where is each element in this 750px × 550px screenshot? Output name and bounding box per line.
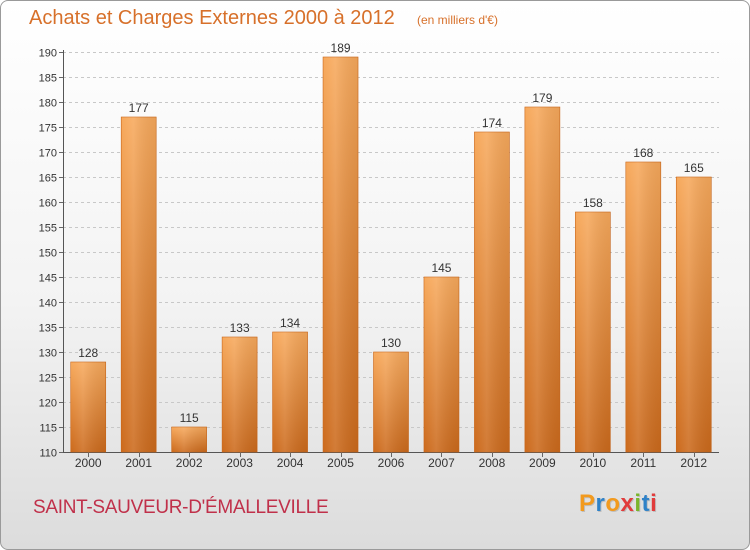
chart-title: Achats et Charges Externes 2000 à 2012 <box>29 7 395 29</box>
bar-shine <box>676 177 712 452</box>
x-tick-label: 2010 <box>579 456 606 470</box>
y-tick-label: 175 <box>39 123 57 135</box>
y-tick-label: 150 <box>39 248 57 260</box>
bars <box>70 56 712 453</box>
bar-shine <box>121 117 157 452</box>
y-tick-label: 135 <box>39 323 57 335</box>
y-tick-label: 190 <box>39 48 57 60</box>
data-label: 158 <box>583 196 603 210</box>
logo-letter: P <box>579 490 596 517</box>
y-tick-label: 170 <box>39 148 57 160</box>
data-label: 115 <box>180 411 199 425</box>
chart-subtitle: (en milliers d'€) <box>417 13 498 27</box>
bar-shine <box>373 352 409 452</box>
x-tick-label: 2004 <box>277 456 304 470</box>
y-tick-label: 145 <box>39 273 57 285</box>
logo-letter: r <box>595 490 606 517</box>
y-tick-label: 155 <box>39 223 57 235</box>
bar-shine <box>272 332 308 452</box>
data-label: 134 <box>280 316 300 330</box>
y-tick-label: 110 <box>39 448 57 460</box>
bar-shine <box>524 107 560 452</box>
x-tick-label: 2008 <box>479 456 506 470</box>
x-tick-label: 2003 <box>226 456 253 470</box>
logo-letter: t <box>641 490 651 517</box>
data-label: 177 <box>129 101 149 115</box>
x-tick-label: 2002 <box>176 456 203 470</box>
y-tick-label: 160 <box>39 198 57 210</box>
y-tick-label: 140 <box>39 298 57 310</box>
data-label: 128 <box>78 346 98 360</box>
data-label: 133 <box>230 321 250 335</box>
bar-shine <box>575 212 611 452</box>
x-tick-label: 2006 <box>378 456 405 470</box>
place-name: SAINT-SAUVEUR-D'ÉMALLEVILLE <box>33 497 329 518</box>
x-tick-label: 2005 <box>327 456 354 470</box>
y-tick-label: 125 <box>39 373 57 385</box>
data-label: 130 <box>381 336 401 350</box>
data-label: 168 <box>633 146 653 160</box>
x-tick-label: 2012 <box>680 456 707 470</box>
x-tick-label: 2009 <box>529 456 556 470</box>
bar-shine <box>70 362 106 452</box>
bar-shine <box>423 277 459 452</box>
bar-shine <box>171 427 207 452</box>
x-tick-label: 2007 <box>428 456 455 470</box>
data-label: 189 <box>331 41 351 55</box>
logo-letter: i <box>634 490 642 517</box>
y-tick-label: 130 <box>39 348 57 360</box>
labels: 110 115 120 125 130 135 140 145 150 155 160 165 170 1… <box>39 41 708 470</box>
data-label: 165 <box>684 161 704 175</box>
x-tick-label: 2011 <box>630 456 656 470</box>
y-tick-label: 180 <box>39 98 57 110</box>
y-tick-label: 165 <box>39 173 57 185</box>
y-tick-label: 120 <box>39 398 57 410</box>
x-tick-label: 2001 <box>125 456 152 470</box>
y-tick-label: 115 <box>39 423 57 435</box>
x-tick-label: 2000 <box>75 456 102 470</box>
bar-shine <box>323 57 359 452</box>
data-label: 145 <box>431 261 451 275</box>
logo-letter: o <box>605 490 621 517</box>
bar-shine <box>625 162 661 452</box>
data-label: 174 <box>482 116 502 130</box>
axes <box>59 50 719 457</box>
y-tick-label: 185 <box>39 73 57 85</box>
logo-letter: x <box>620 490 635 517</box>
logo-letter: i <box>650 490 658 517</box>
proxiti-logo: Proxiti <box>579 490 657 518</box>
bar-shine <box>474 132 510 452</box>
data-label: 179 <box>532 91 552 105</box>
bar-shine <box>222 337 258 452</box>
